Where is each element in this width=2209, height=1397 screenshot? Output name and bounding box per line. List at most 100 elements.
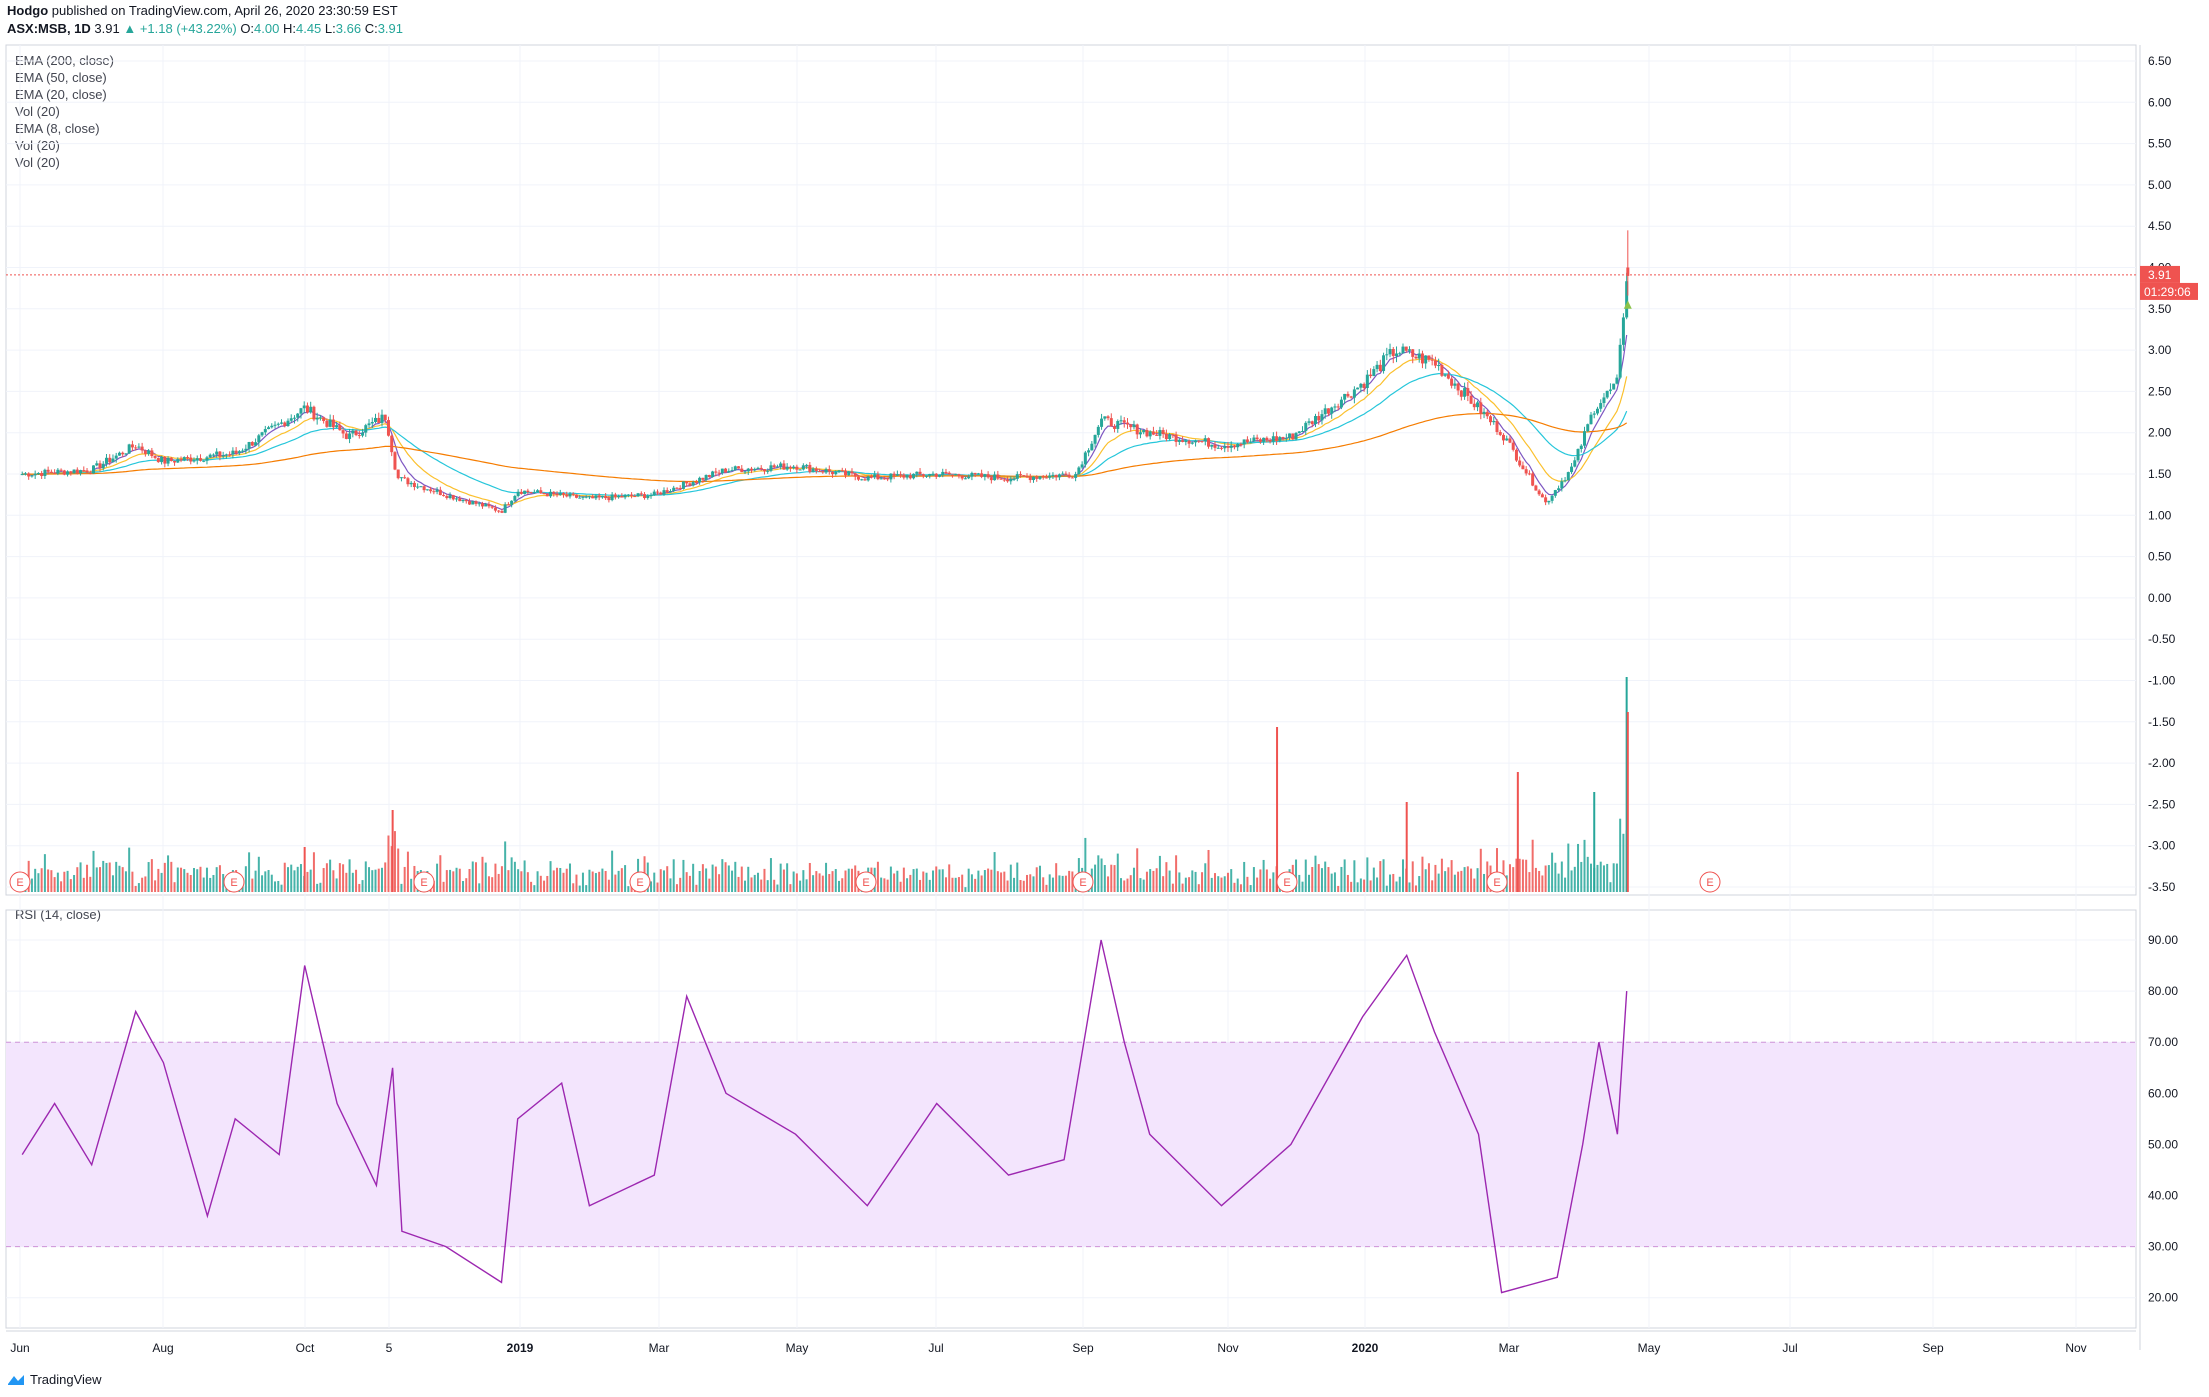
volume-bar [698, 871, 701, 892]
candle-body [542, 493, 546, 495]
volume-bar [154, 880, 157, 892]
candle-body [1330, 407, 1334, 414]
volume-bar [828, 874, 831, 892]
candle-body [581, 496, 585, 498]
candle-body [1518, 460, 1522, 466]
candle-body [1544, 497, 1548, 503]
volume-spike [1626, 712, 1629, 892]
candle-body [412, 482, 416, 488]
volume-bar [212, 875, 215, 892]
candle-body [753, 468, 757, 471]
time-tick-label: Oct [296, 1341, 315, 1355]
candle-body [234, 450, 238, 454]
volume-bar [371, 870, 374, 892]
candle-body [1171, 434, 1175, 436]
volume-bar [591, 871, 594, 892]
volume-bar [380, 867, 383, 892]
candle-body [150, 450, 154, 457]
candle-body [490, 506, 494, 508]
candle-body [649, 495, 653, 497]
ohlc-bar: ASX:MSB, 1D 3.91 ▲ +1.18 (+43.22%) O:4.0… [7, 21, 403, 36]
candle-body [584, 496, 588, 498]
time-tick-label: Nov [1217, 1341, 1238, 1355]
volume-bar [1518, 858, 1521, 892]
time-tick-label: 2019 [507, 1341, 534, 1355]
volume-bar [919, 879, 922, 892]
volume-bar [708, 878, 711, 892]
legend-vol-3[interactable]: Vol (20) [15, 155, 60, 170]
volume-bar [102, 860, 105, 892]
candle-body [1570, 466, 1574, 473]
legend-rsi[interactable]: RSI (14, close) [15, 907, 101, 922]
volume-bar [520, 871, 523, 892]
candle-body [814, 468, 818, 472]
volume-bar [137, 883, 140, 892]
publish-info: Hodgo published on TradingView.com, Apri… [7, 3, 398, 18]
volume-bar [928, 879, 931, 892]
volume-bar [1055, 863, 1058, 892]
volume-bar [1181, 883, 1184, 892]
ema-8-line [22, 334, 1628, 511]
candle-body [1469, 395, 1473, 404]
candle-body [876, 474, 880, 480]
volume-bar [954, 877, 957, 892]
candle-body [263, 429, 267, 433]
candle-body [1453, 383, 1457, 386]
candle-body [1560, 481, 1564, 489]
volume-bar [1421, 856, 1424, 892]
legend-ema8[interactable]: EMA (8, close) [15, 121, 100, 136]
candle-body [1044, 477, 1048, 479]
legend-vol-2[interactable]: Vol (20) [15, 138, 60, 153]
candle-body [1385, 354, 1389, 356]
candle-body [124, 453, 128, 455]
candle-body [182, 457, 186, 461]
candle-body [1472, 403, 1476, 408]
volume-bar [56, 872, 59, 892]
volume-bar [1084, 837, 1087, 892]
candle-body [487, 504, 491, 507]
volume-bar [740, 866, 743, 892]
candle-body [788, 466, 792, 469]
earnings-marker [855, 871, 877, 893]
volume-bar [977, 870, 980, 892]
legend-vol-1[interactable]: Vol (20) [15, 104, 60, 119]
volume-bar [1389, 874, 1392, 892]
candle-body [49, 471, 53, 473]
low-label: L: [324, 21, 336, 36]
candle-body [1511, 442, 1515, 450]
candle-body [1252, 437, 1256, 442]
volume-bar [1528, 872, 1531, 892]
volume-bar [1068, 870, 1071, 892]
candle-body [1540, 494, 1544, 498]
tradingview-logo-icon[interactable] [6, 1373, 26, 1387]
volume-bar [1136, 848, 1139, 892]
legend-ema20[interactable]: EMA (20, close) [15, 87, 107, 102]
volume-bar [458, 868, 461, 892]
ema-20-line [22, 358, 1628, 506]
candle-body [130, 444, 134, 448]
candle-body [850, 471, 854, 474]
legend-ema50[interactable]: EMA (50, close) [15, 70, 107, 85]
candle-body [1573, 460, 1577, 467]
volume-bar [1418, 876, 1421, 892]
volume-bar [799, 880, 802, 892]
candle-body [1391, 349, 1395, 356]
candle-body [746, 468, 750, 472]
candle-body [772, 465, 776, 468]
volume-bar [500, 866, 503, 892]
candle-body [1125, 422, 1129, 425]
rsi-tick-label: 30.00 [2148, 1240, 2178, 1254]
footer-brand[interactable]: TradingView [30, 1372, 102, 1387]
candle-body [1051, 474, 1055, 476]
price-tick-label: 0.50 [2148, 550, 2172, 564]
author[interactable]: Hodgo [7, 3, 49, 18]
candle-body [477, 503, 481, 505]
volume-bar [692, 863, 695, 892]
candle-body [1508, 438, 1512, 443]
volume-bar [1123, 880, 1126, 892]
candle-body [1414, 356, 1418, 359]
candle-body [600, 495, 604, 498]
volume-bar [831, 871, 834, 892]
